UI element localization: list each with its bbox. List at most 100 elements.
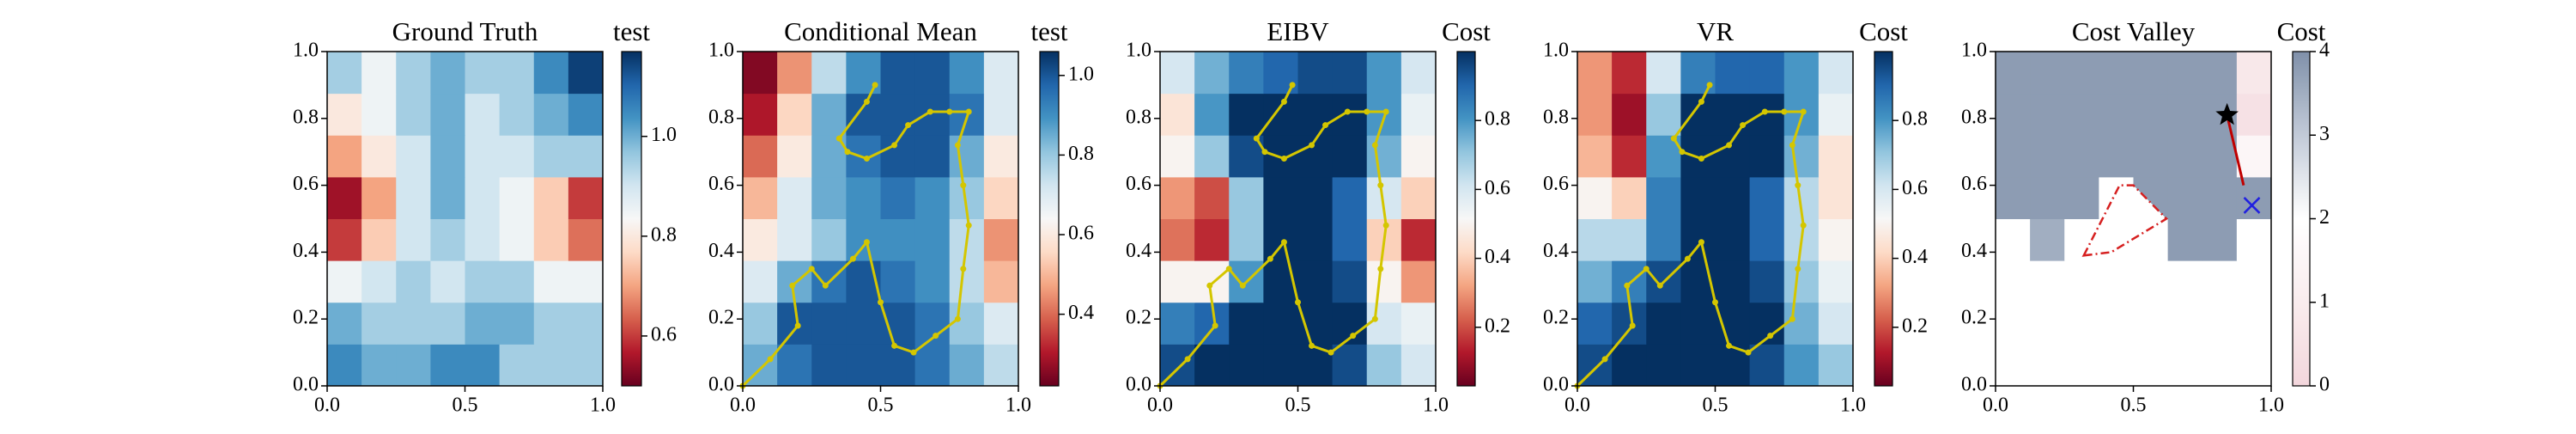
heatmap-cell [430,52,465,95]
heatmap-cell [2133,260,2169,303]
heatmap-cell [1297,135,1334,178]
heatmap-cell [1715,52,1751,95]
chart-title: VR [1697,16,1734,46]
heatmap-cell [1577,52,1613,95]
heatmap-cell [983,135,1019,178]
heatmap-cell [880,176,916,219]
heatmap-cell [1160,176,1195,219]
heatmap-cell [743,260,778,303]
heatmap-cell [568,344,604,387]
y-tick-label: 0.4 [708,240,734,262]
path-point [1253,135,1260,142]
heatmap-cell [361,260,397,303]
heatmap-cell [2236,218,2272,261]
colorbar-tick-label: 0.6 [1902,177,1928,199]
heatmap-cell [1160,302,1195,345]
colorbar-label: Cost [2277,16,2326,46]
heatmap-cell [2064,344,2099,387]
path-point [878,299,884,306]
heatmap-cell [1366,52,1402,95]
heatmap-cell [499,302,535,345]
heatmap-cell [1680,344,1716,387]
heatmap-cell [2064,302,2099,345]
heatmap-cell [568,176,604,219]
heatmap-cell [1400,93,1437,136]
colorbar [621,51,642,387]
heatmap-cell [914,52,951,95]
path-point [1225,266,1232,272]
heatmap-cell [327,302,362,345]
y-tick-label: 1.0 [1961,40,1987,62]
heatmap-cell [1332,176,1368,219]
heatmap-cell [533,260,569,303]
heatmap-cell [1612,218,1647,261]
heatmap-cell [499,260,535,303]
heatmap-cell [2202,344,2238,387]
heatmap-cell [1715,260,1751,303]
heatmap-cell [568,218,604,261]
y-tick-label: 1.0 [1126,40,1151,62]
heatmap-cell [430,176,465,219]
heatmap-cell [1749,93,1785,136]
path-point [1670,135,1677,142]
heatmap-cell [568,52,604,95]
path-point [1206,282,1213,289]
heatmap-cell [2064,135,2099,178]
heatmap-cell [983,260,1019,303]
panel: 0.0 0.5 1.0 0.0 0.2 0.4 0.6 0.8 1.0 VR 0.2 0.4 0.6 0.… [1543,16,1928,416]
path-point [1795,266,1801,272]
heatmap-cell [430,93,465,136]
heatmap-cell [396,93,431,136]
heatmap-cell [811,302,847,345]
heatmap-cell [499,218,535,261]
path-point [1309,342,1315,349]
heatmap-cell [1646,218,1681,261]
heatmap-cell [846,344,881,387]
chart-title: Ground Truth [392,16,538,46]
x-tick-label: 0.0 [1564,394,1590,417]
heatmap-cell [1749,344,1785,387]
heatmap-cell [1577,93,1613,136]
heatmap-cell [499,176,535,219]
heatmap-cell [743,135,778,178]
heatmap-cell [983,52,1019,95]
heatmap-cell [2236,52,2272,95]
heatmap-cell [499,135,535,178]
panel: 0.0 0.5 1.0 0.0 0.2 0.4 0.6 0.8 1.0 EIBV 0.2 0.4 0.6… [1126,16,1510,416]
heatmap-cell [1818,135,1854,178]
heatmap-cell [2202,302,2238,345]
heatmap-cell [1996,52,2031,95]
heatmap-cell [1818,93,1854,136]
heatmap-cell [846,93,881,136]
heatmap-cell [1715,93,1751,136]
path-point [844,149,851,156]
path-point [863,239,870,246]
heatmap-cell [1612,135,1647,178]
heatmap-cell [1680,218,1716,261]
heatmap-cell [1366,344,1402,387]
heatmap-cell [533,176,569,219]
heatmap-cell [777,52,812,95]
heatmap-cell [1297,260,1334,303]
path-point [1740,122,1747,129]
y-tick-label: 0.2 [708,307,734,329]
heatmap-cell [327,260,362,303]
path-point [1377,182,1384,189]
x-tick-label: 1.0 [1840,394,1866,417]
colorbar-tick-label: 0.8 [1068,143,1094,165]
heatmap-cell [568,302,604,345]
heatmap-cell [1715,218,1751,261]
heatmap-cell [361,176,397,219]
heatmap-cell [533,218,569,261]
heatmap-cell [2030,176,2065,219]
heatmap-cell [361,135,397,178]
heatmap-cell [1749,260,1785,303]
path-point [1280,239,1287,246]
colorbar-tick-label: 0.8 [1902,108,1928,131]
heatmap-cell [361,302,397,345]
x-tick-label: 0.5 [2121,394,2147,417]
panel: 0.0 0.5 1.0 0.0 0.2 0.4 0.6 0.8 1.0 Conditional M… [708,16,1094,416]
heatmap-cell [914,135,951,178]
y-tick-label: 1.0 [708,40,734,62]
heatmap-cell [1297,52,1334,95]
